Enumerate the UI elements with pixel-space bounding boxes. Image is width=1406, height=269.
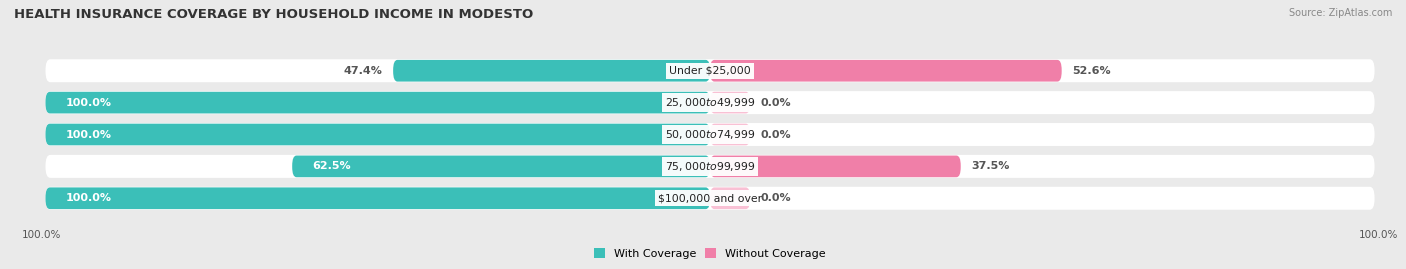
Text: 0.0%: 0.0% [761, 193, 792, 203]
FancyBboxPatch shape [710, 124, 751, 145]
FancyBboxPatch shape [292, 155, 710, 177]
Text: 0.0%: 0.0% [761, 98, 792, 108]
Text: 100.0%: 100.0% [66, 193, 111, 203]
FancyBboxPatch shape [45, 187, 1375, 210]
Text: $100,000 and over: $100,000 and over [658, 193, 762, 203]
FancyBboxPatch shape [710, 92, 751, 114]
Text: 62.5%: 62.5% [312, 161, 352, 171]
Text: $75,000 to $99,999: $75,000 to $99,999 [665, 160, 755, 173]
FancyBboxPatch shape [45, 59, 1375, 82]
Text: 37.5%: 37.5% [972, 161, 1010, 171]
Text: Source: ZipAtlas.com: Source: ZipAtlas.com [1288, 8, 1392, 18]
Text: $50,000 to $74,999: $50,000 to $74,999 [665, 128, 755, 141]
Text: Under $25,000: Under $25,000 [669, 66, 751, 76]
Text: 100.0%: 100.0% [66, 98, 111, 108]
FancyBboxPatch shape [45, 187, 710, 209]
Text: 0.0%: 0.0% [761, 129, 792, 140]
Text: 100.0%: 100.0% [66, 129, 111, 140]
FancyBboxPatch shape [710, 187, 751, 209]
FancyBboxPatch shape [45, 123, 1375, 146]
FancyBboxPatch shape [45, 155, 1375, 178]
FancyBboxPatch shape [394, 60, 710, 82]
FancyBboxPatch shape [45, 124, 710, 145]
FancyBboxPatch shape [710, 155, 960, 177]
Text: 47.4%: 47.4% [343, 66, 382, 76]
Text: 52.6%: 52.6% [1073, 66, 1111, 76]
Text: HEALTH INSURANCE COVERAGE BY HOUSEHOLD INCOME IN MODESTO: HEALTH INSURANCE COVERAGE BY HOUSEHOLD I… [14, 8, 533, 21]
FancyBboxPatch shape [710, 60, 1062, 82]
Legend: With Coverage, Without Coverage: With Coverage, Without Coverage [589, 244, 831, 263]
FancyBboxPatch shape [45, 92, 710, 114]
FancyBboxPatch shape [45, 91, 1375, 114]
Text: $25,000 to $49,999: $25,000 to $49,999 [665, 96, 755, 109]
